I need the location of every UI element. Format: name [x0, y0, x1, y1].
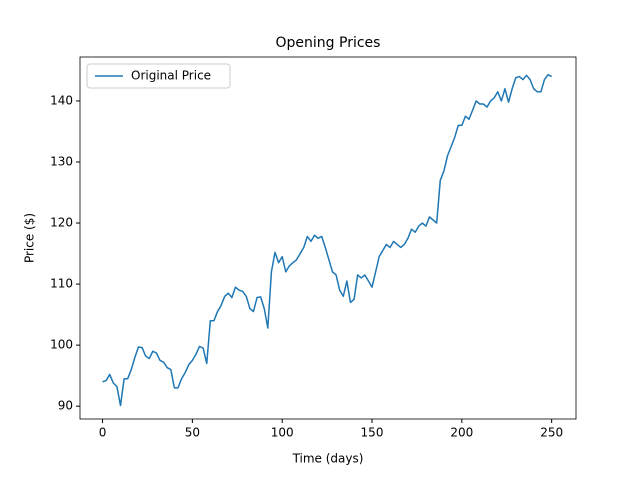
y-tick-label: 120: [50, 216, 73, 230]
x-tick-label: 0: [99, 426, 107, 440]
legend-box: [86, 63, 231, 89]
y-axis-label: Price ($): [23, 213, 37, 263]
x-tick-label: 200: [450, 426, 473, 440]
x-tick-label: 250: [540, 426, 563, 440]
y-tick-label: 130: [50, 154, 73, 168]
y-tick-label: 110: [50, 277, 73, 291]
x-axis-label: Time (days): [292, 452, 364, 466]
y-tick-label: 140: [50, 93, 73, 107]
x-tick-label: 50: [185, 426, 200, 440]
x-tick-label: 100: [271, 426, 294, 440]
line-series: [102, 73, 552, 407]
plot-frame: [79, 56, 577, 420]
legend-label: Original Price: [131, 69, 211, 83]
y-tick-label: 100: [50, 338, 73, 352]
y-tick-label: 90: [58, 399, 73, 413]
x-tick-label: 150: [361, 426, 384, 440]
chart-title: Opening Prices: [276, 35, 381, 51]
